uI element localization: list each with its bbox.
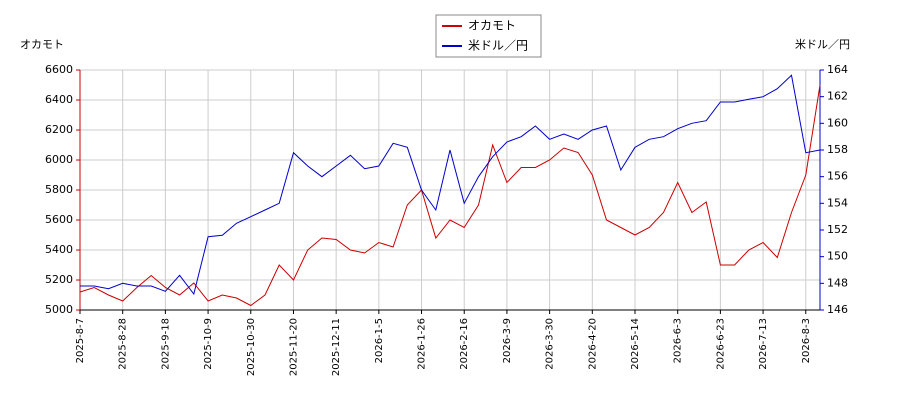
x-tick-label: 2026-3-9 [502,318,513,363]
x-tick-label: 2026-7-13 [758,318,769,370]
x-tick-label: 2026-6-3 [673,318,684,363]
x-tick-label: 2026-1-5 [374,318,385,363]
x-tick-label: 2026-1-26 [417,318,428,370]
x-tick-label: 2025-10-30 [246,318,257,376]
y-tick-label: 5400 [45,243,73,256]
x-tick-label: 2025-11-20 [288,318,299,376]
legend-box [435,14,542,58]
x-tick-label: 2025-8-7 [75,318,86,363]
y2-tick-label: 146 [827,303,848,316]
x-tick-label: 2026-6-23 [715,318,726,370]
x-tick-label: 2026-8-3 [801,318,812,363]
y-tick-label: 6000 [45,153,73,166]
y2-tick-label: 154 [827,196,848,209]
series-line [80,74,821,296]
y-tick-label: 5200 [45,273,73,286]
y2-tick-label: 152 [827,223,848,236]
y2-tick-label: 150 [827,250,848,263]
y2-tick-label: 160 [827,116,848,129]
x-tick-label: 2025-8-28 [118,318,129,370]
x-tick-label: 2026-5-14 [630,318,641,370]
legend-label: オカモト [468,19,516,33]
y2-axis-title: 米ドル／円 [795,38,850,51]
y-tick-label: 5800 [45,183,73,196]
x-tick-label: 2026-3-30 [545,318,556,370]
y-tick-label: 6600 [45,63,73,76]
y2-tick-label: 164 [827,63,848,76]
y2-tick-label: 156 [827,170,848,183]
x-tick-label: 2025-9-18 [160,318,171,370]
x-tick-label: 2026-2-16 [459,318,470,370]
y2-tick-label: 148 [827,276,848,289]
x-tick-label: 2025-12-11 [331,318,342,376]
y-axis-title: オカモト [20,38,64,51]
y-tick-label: 6400 [45,93,73,106]
y-tick-label: 5000 [45,303,73,316]
y2-tick-label: 162 [827,90,848,103]
x-tick-label: 2026-4-20 [587,318,598,370]
legend-label: 米ドル／円 [468,39,528,53]
y2-tick-label: 158 [827,143,848,156]
x-tick-label: 2025-10-9 [203,318,214,370]
y-tick-label: 6200 [45,123,73,136]
y-tick-label: 5600 [45,213,73,226]
series-line [79,84,821,307]
